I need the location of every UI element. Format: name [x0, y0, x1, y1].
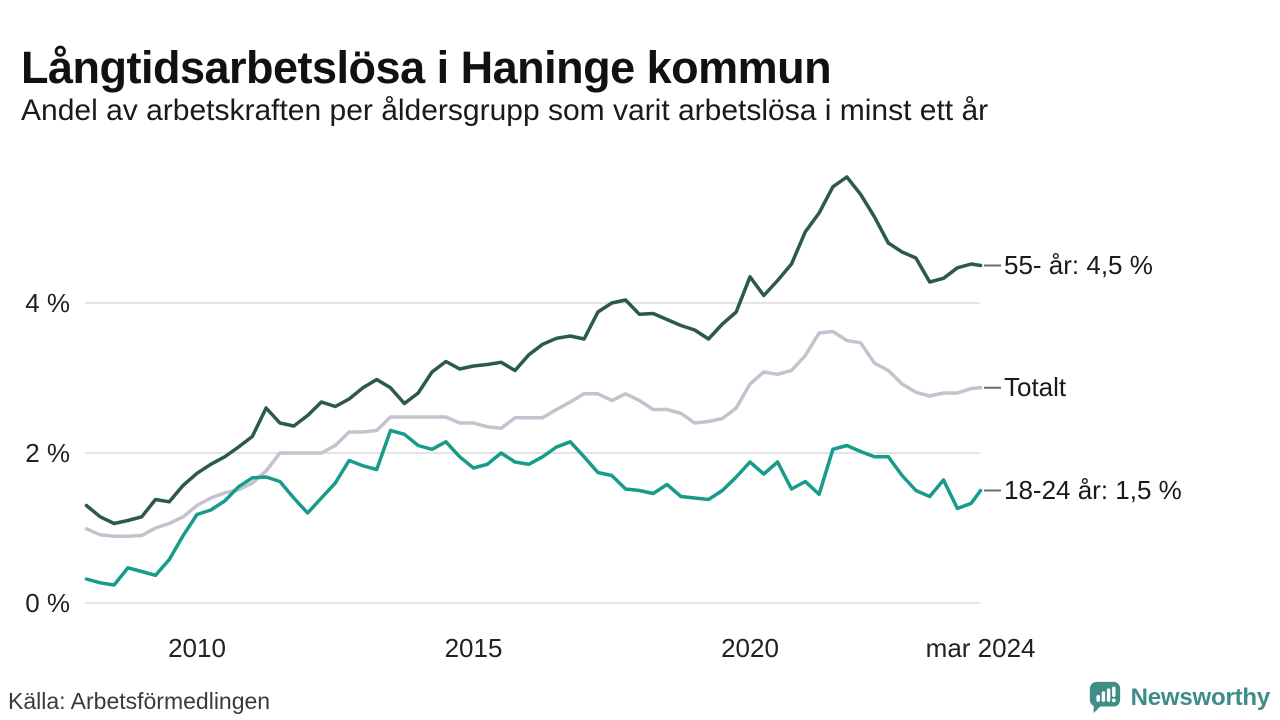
- x-tick-label: mar 2024: [925, 633, 1036, 663]
- x-tick-label: 2020: [721, 633, 779, 663]
- newsworthy-logo-text: Newsworthy: [1130, 684, 1271, 711]
- x-tick-label: 2010: [168, 633, 226, 663]
- y-tick-label: 2 %: [25, 438, 70, 468]
- y-tick-label: 0 %: [25, 588, 70, 618]
- source-attribution: Källa: Arbetsförmedlingen: [8, 688, 271, 714]
- series-end-label: Totalt: [1004, 371, 1067, 402]
- series-line-18-24 år: [84, 428, 983, 587]
- newsworthy-logo-icon: [1089, 681, 1120, 714]
- series-line-55- år: [84, 175, 983, 526]
- page-title: Långtidsarbetslösa i Haninge kommun: [21, 42, 832, 94]
- series-end-label: 55- år: 4,5 %: [1004, 249, 1153, 280]
- y-tick-label: 4 %: [25, 288, 70, 318]
- chart-subtitle: Andel av arbetskraften per åldersgrupp s…: [21, 94, 989, 127]
- x-tick-label: 2015: [444, 633, 503, 663]
- series-end-label: 18-24 år: 1,5 %: [1004, 474, 1182, 505]
- newsworthy-logo: Newsworthy: [1087, 680, 1270, 716]
